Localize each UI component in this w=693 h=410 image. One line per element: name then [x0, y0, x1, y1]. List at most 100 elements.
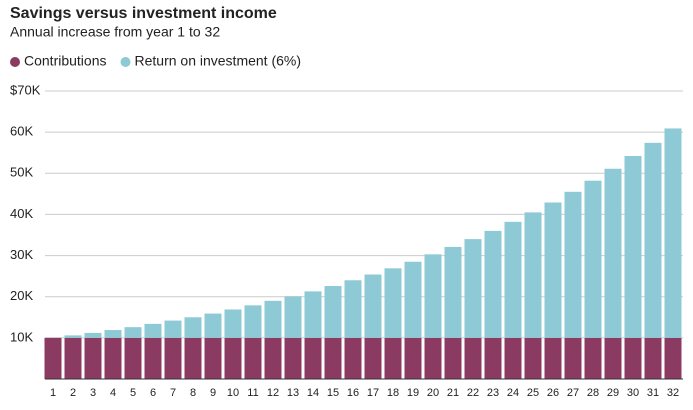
bar-segment [384, 268, 402, 338]
bar-segment [264, 300, 282, 338]
y-tick-label: 20K [10, 288, 33, 303]
x-tick-label: 20 [427, 387, 439, 399]
bar-segment [304, 337, 322, 379]
bar-segment [124, 337, 142, 379]
bar-segment [364, 337, 382, 379]
bar-segment [644, 142, 662, 338]
x-tick-label: 2 [70, 387, 76, 399]
bar-segment [224, 309, 242, 338]
bar-segment [484, 230, 502, 338]
bar-segment [524, 337, 542, 379]
bar-segment [544, 337, 562, 379]
bar-segment [44, 337, 62, 379]
y-tick-label: 50K [10, 165, 33, 180]
bar-segment [624, 156, 642, 338]
x-tick-label: 12 [267, 387, 279, 399]
bar-segment [184, 317, 202, 338]
bar-segment [64, 337, 82, 379]
bar-segment [344, 280, 362, 338]
legend-swatch [10, 57, 20, 67]
chart-subtitle: Annual increase from year 1 to 32 [10, 24, 220, 40]
x-tick-label: 3 [90, 387, 96, 399]
bar-segment [164, 337, 182, 379]
x-tick-label: 28 [587, 387, 599, 399]
bar-segment [604, 337, 622, 379]
x-tick-label: 25 [527, 387, 539, 399]
bar-segment [564, 337, 582, 379]
x-tick-label: 10 [227, 387, 239, 399]
bar-segment [624, 337, 642, 379]
x-tick-label: 24 [507, 387, 519, 399]
bar-segment [124, 327, 142, 338]
bar-segment [324, 337, 342, 379]
bar-segment [404, 337, 422, 379]
legend-swatch [120, 57, 131, 67]
x-tick-label: 5 [130, 387, 136, 399]
bar-segment [464, 239, 482, 338]
bar-segment [304, 291, 322, 338]
bar-segment [664, 337, 682, 379]
bar-segment [104, 337, 122, 379]
x-tick-label: 15 [327, 387, 339, 399]
bar-segment [144, 323, 162, 338]
x-tick-label: 22 [467, 387, 479, 399]
bar-segment [364, 274, 382, 338]
bar-segment [444, 246, 462, 338]
y-tick-label: 10K [10, 329, 33, 344]
bar-segment [84, 332, 102, 338]
bar-segment [344, 337, 362, 379]
bar-segment [144, 337, 162, 379]
bar-segment [284, 296, 302, 338]
bar-segment [584, 180, 602, 338]
y-tick-label: 40K [10, 206, 33, 221]
x-tick-label: 31 [647, 387, 659, 399]
bar-segment [204, 313, 222, 338]
x-tick-label: 6 [150, 387, 156, 399]
bar-segment [544, 202, 562, 338]
x-tick-label: 17 [367, 387, 379, 399]
y-tick-label: $70K [10, 82, 41, 97]
x-tick-label: 21 [447, 387, 459, 399]
x-tick-label: 16 [347, 387, 359, 399]
x-tick-label: 18 [387, 387, 399, 399]
x-tick-label: 19 [407, 387, 419, 399]
legend: Contributions Return on investment (6%) [10, 53, 301, 69]
legend-label: Return on investment (6%) [135, 53, 302, 69]
bar-segment [564, 191, 582, 338]
bar-segment [104, 330, 122, 338]
bar-segment [204, 337, 222, 379]
bar-segment [424, 337, 442, 379]
bar-segment [324, 286, 342, 338]
x-tick-label: 27 [567, 387, 579, 399]
bar-segment [524, 212, 542, 338]
x-tick-label: 1 [50, 387, 56, 399]
x-tick-label: 8 [190, 387, 196, 399]
bar-segment [384, 337, 402, 379]
x-tick-label: 7 [170, 387, 176, 399]
x-tick-label: 14 [307, 387, 319, 399]
bar-segment [604, 168, 622, 338]
bar-segment [424, 254, 442, 338]
bar-segment [244, 305, 262, 338]
bar-segment [84, 337, 102, 379]
x-tick-label: 30 [627, 387, 639, 399]
bar-segment [64, 335, 82, 338]
chart-title: Savings versus investment income [10, 5, 277, 22]
bar-segment [504, 221, 522, 338]
x-tick-label: 13 [287, 387, 299, 399]
bar-segment [244, 337, 262, 379]
x-tick-label: 11 [247, 387, 258, 399]
bar-segment [504, 337, 522, 379]
x-tick-label: 29 [607, 387, 619, 399]
bar-segment [284, 337, 302, 379]
bar-segment [664, 128, 682, 338]
y-tick-label: 30K [10, 247, 33, 262]
bar-segment [164, 320, 182, 338]
x-tick-label: 9 [210, 387, 216, 399]
x-tick-label: 4 [110, 387, 116, 399]
bar-segment [484, 337, 502, 379]
bar-segment [584, 337, 602, 379]
x-tick-label: 32 [667, 387, 679, 399]
bar-segment [264, 337, 282, 379]
